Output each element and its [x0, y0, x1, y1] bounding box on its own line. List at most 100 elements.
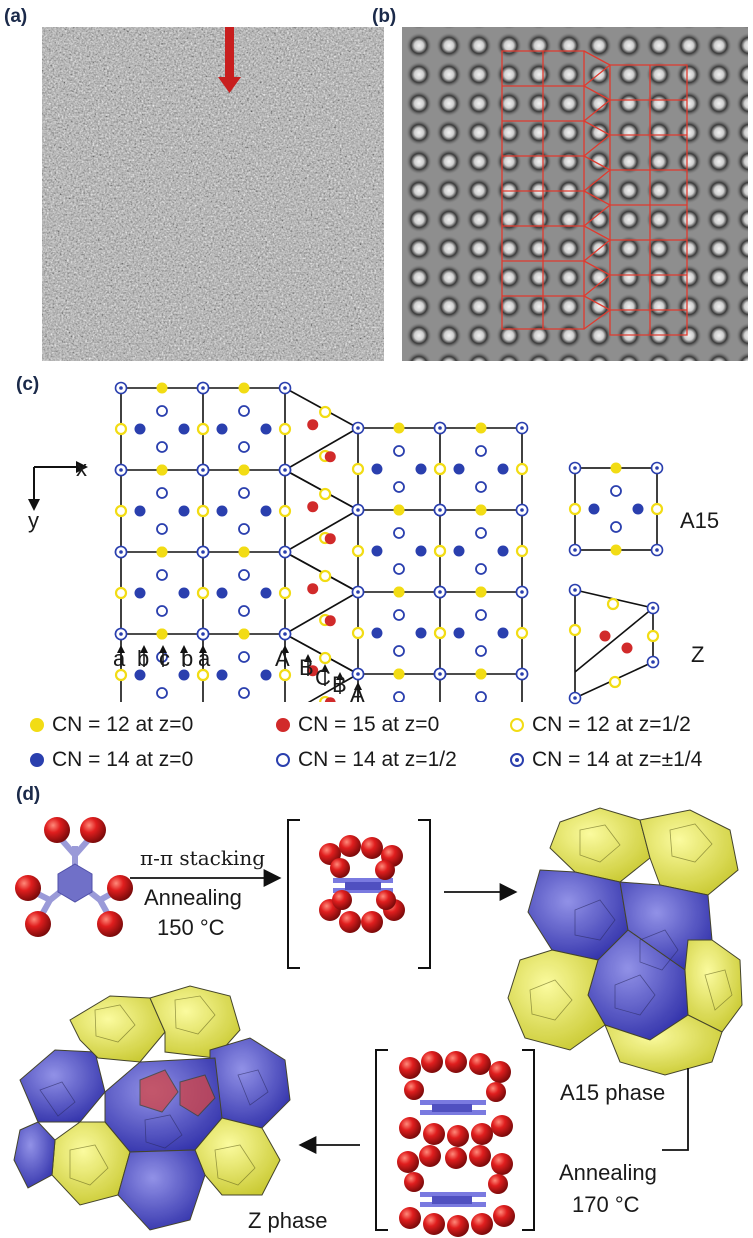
legend-item-cn14-zhalf: CN = 14 at z=1/2 [276, 748, 457, 772]
lattice-site-yo [196, 586, 210, 600]
lattice-site-bd [650, 461, 664, 475]
unit-cell-a15 [568, 461, 664, 557]
lattice-site-yo [319, 569, 332, 583]
panel-label-d: (d) [16, 784, 41, 805]
lattice-site-bf [216, 587, 228, 599]
lattice-site-yo [114, 504, 128, 518]
lattice-site-bo [475, 563, 487, 575]
stack-label-right-1: A [275, 646, 290, 671]
lattice-site-bo [156, 605, 168, 617]
lattice-site-yo [278, 422, 292, 436]
lattice-site-yo [515, 544, 529, 558]
unit-cell-label-a15: A15 [680, 508, 720, 533]
lattice-site-yo [568, 502, 582, 516]
lattice-site-bd [515, 421, 529, 435]
legend-item-cn12-z0: CN = 12 at z=0 [30, 713, 193, 737]
lattice-site-bd [278, 627, 292, 641]
lattice-site-yo [278, 504, 292, 518]
axes-indicator [28, 461, 88, 511]
lattice-site-bo [475, 609, 487, 621]
lattice-site-bd [114, 381, 128, 395]
lattice-site-bd [196, 463, 210, 477]
lattice-site-bd [433, 585, 447, 599]
lattice-site-bd [515, 585, 529, 599]
lattice-site-bd [196, 545, 210, 559]
stack-label-left-1: a [113, 646, 126, 671]
tem-image-a [42, 27, 384, 361]
legend-item-cn14-zquarter: CN = 14 at z=±1/4 [510, 748, 702, 772]
lattice-site-rf [324, 533, 336, 545]
lattice-site-yf [156, 464, 168, 476]
lattice-site-bf [134, 587, 146, 599]
structure-diagram [114, 381, 529, 702]
lattice-site-bo [475, 645, 487, 657]
lattice-site-bo [156, 523, 168, 535]
lattice-site-bf [134, 669, 146, 681]
lattice-site-bf [371, 463, 383, 475]
stack-label-right-2: B [299, 655, 314, 680]
lattice-site-bd [433, 421, 447, 435]
lattice-site-bd [351, 421, 365, 435]
label-annealing-150: Annealing [144, 885, 242, 910]
lattice-site-yf [393, 668, 405, 680]
lattice-site-yo [568, 623, 582, 637]
stack-label-left-4: b [181, 646, 194, 671]
lattice-site-bf [588, 503, 600, 515]
lattice-site-bd [515, 667, 529, 681]
stack-label-left-5: a [198, 646, 211, 671]
yellow-filled-circle-icon [30, 718, 44, 732]
label-temp-150: 150 °C [157, 915, 225, 940]
lattice-site-yf [475, 586, 487, 598]
label-z-phase: Z phase [248, 1208, 328, 1233]
lattice-site-bo [393, 445, 405, 457]
arrow-step3 [662, 1068, 689, 1151]
panel-label-a: (a) [4, 6, 28, 27]
lattice-site-yo [278, 586, 292, 600]
lattice-site-bd [568, 691, 582, 705]
lattice-site-bd [351, 667, 365, 681]
lattice-site-bf [260, 669, 272, 681]
lattice-site-bf [415, 463, 427, 475]
lattice-site-rf [621, 642, 633, 654]
lattice-site-bf [497, 545, 509, 557]
lattice-site-bo [393, 691, 405, 702]
yellow-open-circle-icon [510, 718, 524, 732]
lattice-site-yf [393, 422, 405, 434]
lattice-site-bo [238, 523, 250, 535]
lattice-site-bo [475, 527, 487, 539]
lattice-site-bd [196, 381, 210, 395]
lattice-site-yo [515, 462, 529, 476]
lattice-overlay-grid [501, 50, 688, 336]
lattice-site-rf [307, 665, 319, 677]
label-pi-stacking: π-π stacking [140, 846, 266, 870]
lattice-site-yo [515, 626, 529, 640]
lattice-site-bo [238, 687, 250, 699]
legend-text: CN = 12 at z=1/2 [532, 713, 691, 736]
lattice-site-bf [134, 423, 146, 435]
lattice-site-bd [196, 627, 210, 641]
lattice-site-bd [114, 463, 128, 477]
lattice-site-rf [599, 630, 611, 642]
z-phase-structure [13, 985, 291, 1231]
lattice-site-yo [433, 544, 447, 558]
lattice-site-bf [178, 669, 190, 681]
lattice-site-bf [260, 423, 272, 435]
lattice-site-yf [475, 504, 487, 516]
lattice-site-yo [196, 668, 210, 682]
lattice-site-bo [238, 405, 250, 417]
legend-text: CN = 12 at z=0 [52, 713, 194, 736]
lattice-site-bo [475, 445, 487, 457]
lattice-site-bf [453, 463, 465, 475]
unit-cell-diagrams [568, 461, 664, 705]
label-a15-phase: A15 phase [560, 1080, 666, 1105]
unit-cell-z [568, 583, 660, 705]
lattice-site-yo [351, 544, 365, 558]
double-dimer-bracket [375, 1049, 535, 1231]
legend-item-cn15-z0: CN = 15 at z=0 [276, 713, 439, 737]
lattice-site-yf [156, 382, 168, 394]
lattice-site-bd [278, 381, 292, 395]
lattice-site-bf [415, 545, 427, 557]
label-temp-170: 170 °C [572, 1192, 640, 1217]
lattice-site-bd [351, 585, 365, 599]
lattice-site-rf [324, 451, 336, 463]
